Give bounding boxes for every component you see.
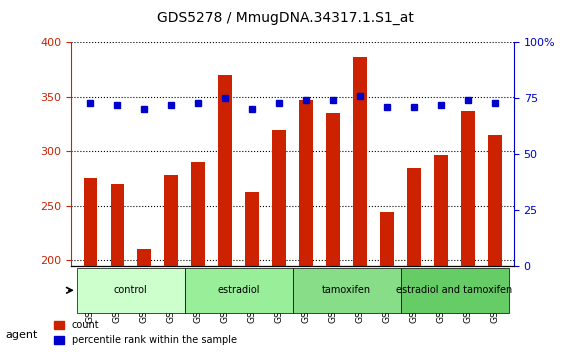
Bar: [407, 167, 421, 354]
Bar: [138, 249, 151, 354]
Bar: [299, 100, 313, 354]
Text: tamoxifen: tamoxifen: [322, 285, 371, 295]
Bar: [435, 155, 448, 354]
Bar: [461, 111, 475, 354]
Text: GDS5278 / MmugDNA.34317.1.S1_at: GDS5278 / MmugDNA.34317.1.S1_at: [157, 11, 414, 25]
Bar: [219, 75, 232, 354]
FancyBboxPatch shape: [184, 268, 292, 313]
Text: control: control: [114, 285, 148, 295]
FancyBboxPatch shape: [77, 268, 184, 313]
Legend: count, percentile rank within the sample: count, percentile rank within the sample: [51, 316, 241, 349]
FancyBboxPatch shape: [401, 268, 509, 313]
Bar: [111, 184, 124, 354]
Text: estradiol: estradiol: [218, 285, 260, 295]
Bar: [488, 135, 502, 354]
Bar: [83, 178, 97, 354]
Bar: [164, 175, 178, 354]
Bar: [191, 162, 205, 354]
Bar: [327, 113, 340, 354]
Bar: [246, 192, 259, 354]
Text: estradiol and tamoxifen: estradiol and tamoxifen: [396, 285, 513, 295]
Bar: [272, 130, 286, 354]
Bar: [380, 212, 394, 354]
Text: agent: agent: [6, 330, 38, 339]
FancyBboxPatch shape: [292, 268, 401, 313]
Bar: [353, 57, 367, 354]
